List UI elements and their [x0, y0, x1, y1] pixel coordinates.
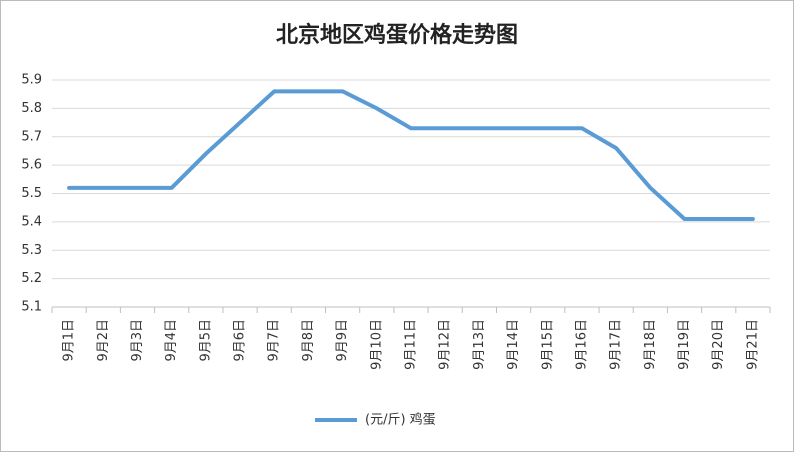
- y-tick-label: 5.5: [21, 186, 42, 201]
- x-tick-label: 9月5日: [198, 319, 213, 362]
- legend-label: (元/斤) 鸡蛋: [365, 412, 436, 428]
- x-tick-label: 9月10日: [369, 319, 384, 370]
- x-tick-label: 9月1日: [62, 319, 77, 362]
- y-tick-label: 5.3: [21, 243, 42, 258]
- x-tick-label: 9月12日: [438, 319, 453, 370]
- x-tick-label: 9月14日: [506, 319, 521, 370]
- x-tick-label: 9月11日: [404, 319, 419, 370]
- y-tick-label: 5.1: [21, 300, 42, 315]
- y-tick-label: 5.9: [21, 73, 42, 88]
- x-tick-label: 9月4日: [164, 319, 179, 362]
- y-tick-label: 5.6: [21, 158, 42, 173]
- x-tick-label: 9月18日: [643, 319, 658, 370]
- x-tick-label: 9月9日: [335, 319, 350, 362]
- x-tick-label: 9月7日: [267, 319, 282, 362]
- x-tick-label: 9月15日: [540, 319, 555, 370]
- x-tick-label: 9月2日: [96, 319, 111, 362]
- x-tick-label: 9月6日: [233, 319, 248, 362]
- x-tick-label: 9月8日: [301, 319, 316, 362]
- y-tick-label: 5.2: [21, 271, 42, 286]
- x-tick-label: 9月20日: [711, 319, 726, 370]
- x-tick-label: 9月17日: [609, 319, 624, 370]
- x-tick-label: 9月3日: [130, 319, 145, 362]
- y-tick-label: 5.8: [21, 101, 42, 116]
- x-tick-label: 9月16日: [574, 319, 589, 370]
- x-tick-label: 9月19日: [677, 319, 692, 370]
- x-tick-label: 9月13日: [472, 319, 487, 370]
- chart-title: 北京地区鸡蛋价格走势图: [276, 22, 518, 48]
- y-tick-label: 5.4: [21, 214, 42, 229]
- line: [67, 89, 755, 222]
- y-tick-label: 5.7: [21, 129, 42, 144]
- x-tick-label: 9月21日: [745, 319, 760, 370]
